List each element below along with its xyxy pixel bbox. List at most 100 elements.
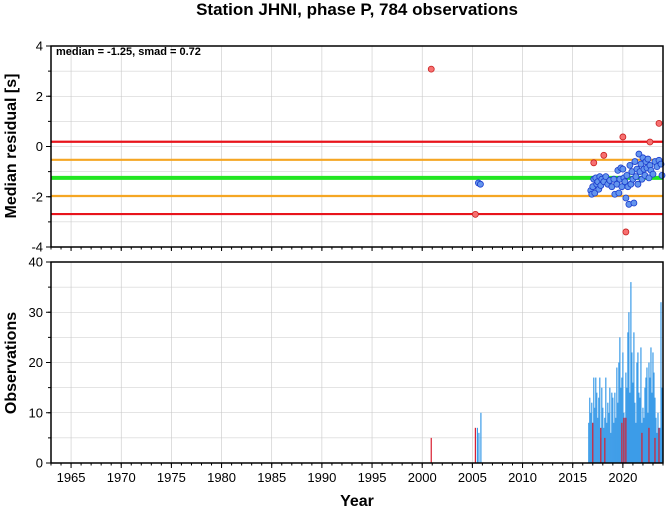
observation-bar-blue xyxy=(606,422,608,463)
observation-bar-blue xyxy=(653,372,655,463)
observation-bar-blue xyxy=(618,362,620,463)
observation-bar-blue xyxy=(622,352,624,463)
residual-point-red xyxy=(619,133,627,141)
observation-bar-red xyxy=(658,427,660,463)
observation-bar-blue xyxy=(635,422,637,463)
observation-bars xyxy=(430,282,663,463)
observations-y-axis-label: Observations xyxy=(3,312,20,414)
residual-point-blue xyxy=(632,173,640,181)
observation-bar-red xyxy=(625,417,627,463)
observation-bar-blue xyxy=(596,392,598,463)
observation-bar-blue xyxy=(629,392,631,463)
observation-bar-blue xyxy=(615,417,617,463)
residual-point-blue xyxy=(615,189,623,197)
observation-bar-blue xyxy=(661,387,663,463)
observation-bar-blue xyxy=(640,347,642,463)
x-tick-label: 1995 xyxy=(358,470,387,485)
observation-bar-red xyxy=(648,427,650,463)
observation-bar-blue xyxy=(590,412,592,463)
residual-y-tick-label: 4 xyxy=(36,39,43,54)
observation-bar-red xyxy=(654,437,656,463)
observation-bar-blue xyxy=(593,377,595,463)
x-tick-label: 2010 xyxy=(508,470,537,485)
observations-y-tick-label: 0 xyxy=(36,456,43,471)
year-x-ticks: 1965 1970 1975 1980 1985 1990 1995 2000 2005 2010… xyxy=(50,247,664,485)
residual-point-red xyxy=(590,159,598,167)
observation-bar-blue xyxy=(650,347,652,463)
observation-bar-blue xyxy=(601,387,603,463)
residual-y-tick-label: 2 xyxy=(36,89,43,104)
observation-bar-blue xyxy=(597,417,599,463)
residual-y-tick-label: -4 xyxy=(31,240,43,255)
observations-y-tick-label: 10 xyxy=(29,405,43,420)
x-tick-label: 2005 xyxy=(458,470,487,485)
observation-bar-blue xyxy=(478,432,480,463)
residual-point-blue xyxy=(644,155,652,163)
observation-bar-blue xyxy=(632,382,634,463)
observation-bar-blue xyxy=(595,377,597,463)
observation-bar-blue xyxy=(657,412,659,463)
observation-bar-red xyxy=(621,422,623,463)
residual-y-tick-label: -2 xyxy=(31,189,43,204)
observation-bar-blue xyxy=(639,397,641,463)
observations-y-tick-label: 40 xyxy=(29,255,43,270)
residual-point-blue xyxy=(622,194,630,202)
observation-bar-blue xyxy=(659,427,661,463)
observation-bar-blue xyxy=(621,377,623,463)
chart-title: Station JHNI, phase P, 784 observations xyxy=(196,0,518,19)
observations-y-tick-label: 20 xyxy=(29,355,43,370)
residual-y-axis-label: Median residual [s] xyxy=(3,74,20,219)
observation-bar-blue xyxy=(633,332,635,463)
observation-bar-blue xyxy=(642,407,644,463)
x-tick-label: 2020 xyxy=(608,470,637,485)
observation-bar-blue xyxy=(655,417,657,463)
observation-bar-red xyxy=(604,437,606,463)
observation-bar-blue xyxy=(617,402,619,463)
observation-bar-blue xyxy=(612,397,614,463)
observation-bar-blue xyxy=(610,432,612,463)
observation-bar-blue xyxy=(644,387,646,463)
observation-bar-blue xyxy=(614,392,616,463)
residual-points xyxy=(427,65,666,236)
observation-bar-blue xyxy=(627,332,629,463)
observation-bar-blue xyxy=(645,377,647,463)
observation-bar-blue xyxy=(619,337,621,463)
observation-bar-blue xyxy=(611,392,613,463)
observation-bar-blue xyxy=(603,427,605,463)
observation-bar-blue xyxy=(643,417,645,463)
observation-bar-blue xyxy=(660,302,662,463)
x-tick-label: 1965 xyxy=(57,470,86,485)
residual-point-blue xyxy=(477,180,484,188)
observation-bar-blue xyxy=(607,402,609,463)
x-tick-label: 1970 xyxy=(107,470,136,485)
x-tick-label: 2015 xyxy=(558,470,587,485)
observation-bar-blue xyxy=(638,392,640,463)
observation-bar-red xyxy=(592,422,594,463)
x-tick-label: 2000 xyxy=(408,470,437,485)
stats-annotation: median = -1.25, smad = 0.72 xyxy=(56,46,201,58)
observation-bar-blue xyxy=(634,402,636,463)
observation-bar-blue xyxy=(646,367,648,463)
observation-bar-blue xyxy=(651,392,653,463)
observation-bar-red xyxy=(430,437,432,463)
residual-point-blue xyxy=(623,171,631,179)
observation-bar-blue xyxy=(636,362,638,463)
observation-bar-blue xyxy=(588,422,590,463)
observation-bar-blue xyxy=(616,367,618,463)
residual-point-red xyxy=(655,119,663,127)
residual-point-red xyxy=(600,151,608,159)
observation-bar-blue xyxy=(647,412,649,463)
residual-grid xyxy=(51,45,663,248)
observations-y-ticks: 0 10 20 30 40 xyxy=(29,255,51,471)
observations-grid xyxy=(51,261,663,464)
residual-point-red xyxy=(471,210,479,218)
residual-y-tick-label: 0 xyxy=(36,139,43,154)
residual-point-blue xyxy=(658,171,666,179)
observation-bar-blue xyxy=(654,397,656,463)
observation-bar-red xyxy=(600,427,602,463)
observation-bar-blue xyxy=(649,377,651,463)
observation-bar-blue xyxy=(605,377,607,463)
observation-bar-blue xyxy=(630,282,632,463)
residual-y-ticks: -4 -2 0 2 4 xyxy=(31,39,51,255)
residual-point-blue xyxy=(619,165,627,173)
